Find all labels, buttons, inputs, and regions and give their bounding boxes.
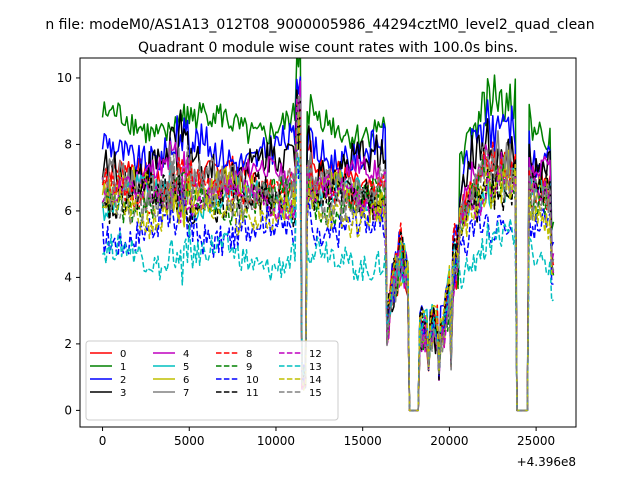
legend-label-5: 5 bbox=[183, 362, 189, 373]
y-tick-label: 6 bbox=[64, 204, 72, 218]
chart-title: Quadrant 0 module wise count rates with … bbox=[138, 40, 518, 56]
legend-label-3: 3 bbox=[120, 388, 126, 399]
legend-label-8: 8 bbox=[246, 349, 252, 360]
legend-label-12: 12 bbox=[309, 349, 322, 360]
legend-label-14: 14 bbox=[309, 375, 322, 386]
axes-frame bbox=[79, 57, 577, 428]
plot-area bbox=[79, 57, 577, 428]
x-offset-label: +4.396e8 bbox=[517, 455, 576, 469]
series-line-15 bbox=[101, 94, 555, 412]
y-axis: 0 2 4 6 8 10 bbox=[57, 71, 80, 417]
x-tick-label: 20000 bbox=[430, 434, 468, 448]
x-tick-label: 10000 bbox=[257, 434, 295, 448]
x-tick-label: 0 bbox=[99, 434, 107, 448]
legend-frame bbox=[85, 340, 339, 421]
legend-label-2: 2 bbox=[120, 375, 126, 386]
legend-label-10: 10 bbox=[246, 375, 259, 386]
x-axis: 0 5000 10000 15000 20000 25000 bbox=[99, 427, 555, 448]
y-tick-label: 10 bbox=[57, 71, 72, 85]
series-line-13 bbox=[101, 155, 554, 412]
series-line-9 bbox=[101, 109, 555, 412]
series-layer bbox=[101, 58, 555, 412]
y-tick-label: 2 bbox=[64, 337, 72, 351]
x-tick-label: 15000 bbox=[344, 434, 382, 448]
y-tick-label: 4 bbox=[64, 270, 72, 284]
legend-label-15: 15 bbox=[309, 388, 322, 399]
figure-suptitle: n file: modeM0/AS1A13_012T08_9000005986_… bbox=[45, 17, 594, 33]
y-tick-label: 0 bbox=[64, 403, 72, 417]
legend-label-1: 1 bbox=[120, 362, 126, 373]
y-tick-label: 8 bbox=[64, 137, 72, 151]
series-line-14 bbox=[102, 110, 555, 412]
legend-label-4: 4 bbox=[183, 349, 189, 360]
legend-label-9: 9 bbox=[246, 362, 252, 373]
series-line-2 bbox=[101, 76, 555, 412]
x-tick-label: 5000 bbox=[174, 434, 205, 448]
legend-label-6: 6 bbox=[183, 375, 189, 386]
x-tick-label: 25000 bbox=[517, 434, 555, 448]
legend-label-7: 7 bbox=[183, 388, 189, 399]
legend-label-0: 0 bbox=[120, 349, 126, 360]
legend-label-11: 11 bbox=[246, 388, 259, 399]
legend-label-13: 13 bbox=[309, 362, 322, 373]
